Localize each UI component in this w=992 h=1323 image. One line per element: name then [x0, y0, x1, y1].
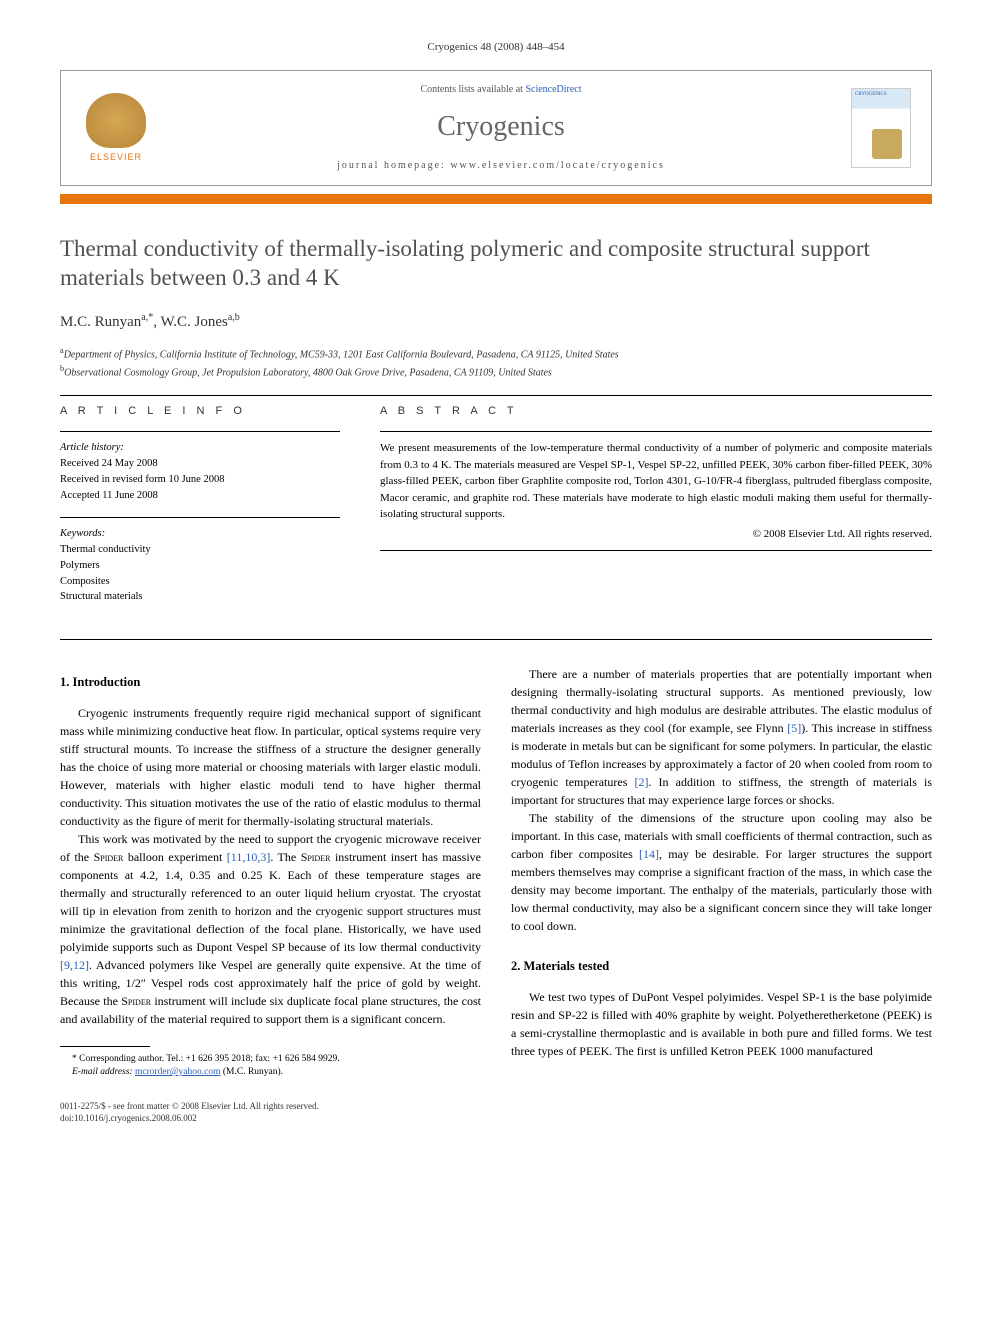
ref-link-2[interactable]: [2]: [634, 775, 648, 789]
ref-link-14[interactable]: [14]: [639, 847, 659, 861]
accent-bar: [60, 194, 932, 204]
page-footer-info: 0011-2275/$ - see front matter © 2008 El…: [60, 1100, 932, 1125]
author-2-affil: a,b: [228, 312, 240, 323]
abstract-heading: A B S T R A C T: [380, 404, 932, 419]
ref-link-5[interactable]: [5]: [787, 721, 801, 735]
keyword-4: Structural materials: [60, 589, 340, 605]
history-received: Received 24 May 2008: [60, 456, 340, 472]
history-revised: Received in revised form 10 June 2008: [60, 472, 340, 488]
keywords-label: Keywords:: [60, 526, 340, 542]
footnote-correspondence: * Corresponding author. Tel.: +1 626 395…: [60, 1053, 481, 1066]
section-2-heading: 2. Materials tested: [511, 957, 932, 976]
front-matter-line: 0011-2275/$ - see front matter © 2008 El…: [60, 1100, 932, 1113]
affiliation-a: Department of Physics, California Instit…: [64, 350, 619, 361]
author-1-affil: a,*: [141, 312, 153, 323]
footnote-divider: [60, 1046, 150, 1047]
journal-title: Cryogenics: [151, 107, 851, 146]
section-1-para-3: There are a number of materials properti…: [511, 665, 932, 809]
section-1-para-4: The stability of the dimensions of the s…: [511, 809, 932, 935]
corresponding-author-footnote: * Corresponding author. Tel.: +1 626 395…: [60, 1053, 481, 1080]
article-history: Article history: Received 24 May 2008 Re…: [60, 440, 340, 503]
section-1-heading: 1. Introduction: [60, 673, 481, 692]
author-list: M.C. Runyana,*, W.C. Jonesa,b: [60, 311, 932, 333]
journal-header: ELSEVIER Contents lists available at Sci…: [60, 70, 932, 185]
contents-prefix: Contents lists available at: [420, 84, 525, 95]
homepage-url: www.elsevier.com/locate/cryogenics: [450, 160, 665, 171]
article-info-heading: A R T I C L E I N F O: [60, 404, 340, 419]
footnote-email-link[interactable]: mcrorder@yahoo.com: [135, 1067, 221, 1077]
ref-link-11-10-3[interactable]: [11,10,3]: [227, 850, 271, 864]
elsevier-tree-icon: [86, 93, 146, 148]
history-label: Article history:: [60, 440, 340, 456]
author-1: M.C. Runyan: [60, 314, 141, 330]
cover-label: CRYOGENICS: [855, 91, 887, 98]
left-column: 1. Introduction Cryogenic instruments fr…: [60, 665, 481, 1079]
right-column: There are a number of materials properti…: [511, 665, 932, 1079]
publisher-name: ELSEVIER: [90, 151, 142, 164]
abstract-column: A B S T R A C T We present measurements …: [380, 404, 932, 619]
divider: [60, 395, 932, 396]
abstract-text: We present measurements of the low-tempe…: [380, 440, 932, 523]
article-title: Thermal conductivity of thermally-isolat…: [60, 234, 932, 294]
body-text: 1. Introduction Cryogenic instruments fr…: [60, 665, 932, 1079]
keyword-2: Polymers: [60, 558, 340, 574]
history-accepted: Accepted 11 June 2008: [60, 488, 340, 504]
section-1-para-2: This work was motivated by the need to s…: [60, 830, 481, 1028]
sciencedirect-link[interactable]: ScienceDirect: [525, 84, 581, 95]
contents-available: Contents lists available at ScienceDirec…: [151, 83, 851, 97]
affiliation-b: Observational Cosmology Group, Jet Propu…: [64, 367, 552, 378]
doi-line: doi:10.1016/j.cryogenics.2008.06.002: [60, 1112, 932, 1125]
section-2-para-1: We test two types of DuPont Vespel polyi…: [511, 988, 932, 1060]
affiliations: aDepartment of Physics, California Insti…: [60, 345, 932, 380]
footnote-email-label: E-mail address:: [72, 1067, 135, 1077]
keywords-block: Keywords: Thermal conductivity Polymers …: [60, 526, 340, 605]
homepage-prefix: journal homepage:: [337, 160, 450, 171]
keyword-3: Composites: [60, 574, 340, 590]
section-1-para-1: Cryogenic instruments frequently require…: [60, 704, 481, 830]
journal-cover-thumbnail: CRYOGENICS: [851, 88, 911, 168]
keyword-1: Thermal conductivity: [60, 542, 340, 558]
footnote-email-suffix: (M.C. Runyan).: [221, 1067, 284, 1077]
ref-link-9-12[interactable]: [9,12]: [60, 958, 89, 972]
journal-homepage: journal homepage: www.elsevier.com/locat…: [151, 159, 851, 173]
publisher-logo: ELSEVIER: [81, 88, 151, 168]
page-citation: Cryogenics 48 (2008) 448–454: [60, 40, 932, 55]
abstract-copyright: © 2008 Elsevier Ltd. All rights reserved…: [380, 527, 932, 542]
article-info-column: A R T I C L E I N F O Article history: R…: [60, 404, 340, 619]
author-2: W.C. Jones: [160, 314, 227, 330]
